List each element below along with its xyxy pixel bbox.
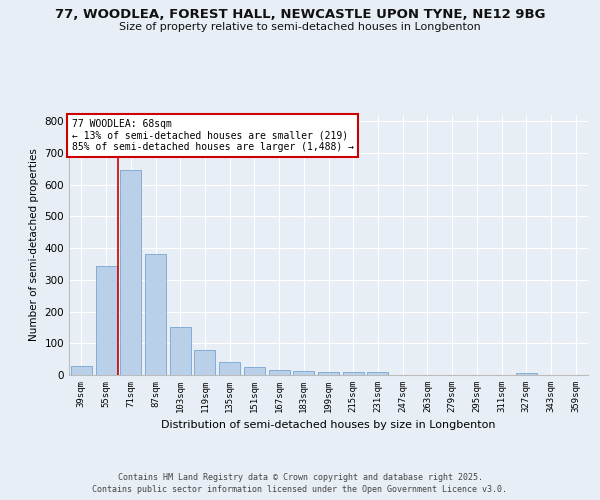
Bar: [194, 350, 215, 375]
X-axis label: Distribution of semi-detached houses by size in Longbenton: Distribution of semi-detached houses by …: [161, 420, 496, 430]
Bar: [145, 254, 166, 375]
Bar: [95, 266, 116, 375]
Bar: [318, 372, 339, 375]
Y-axis label: Number of semi-detached properties: Number of semi-detached properties: [29, 148, 39, 342]
Bar: [343, 372, 364, 375]
Bar: [120, 170, 141, 375]
Text: Size of property relative to semi-detached houses in Longbenton: Size of property relative to semi-detach…: [119, 22, 481, 32]
Bar: [516, 374, 537, 375]
Text: Contains HM Land Registry data © Crown copyright and database right 2025.
Contai: Contains HM Land Registry data © Crown c…: [92, 472, 508, 494]
Bar: [219, 362, 240, 375]
Bar: [170, 327, 191, 375]
Text: 77 WOODLEA: 68sqm
← 13% of semi-detached houses are smaller (219)
85% of semi-de: 77 WOODLEA: 68sqm ← 13% of semi-detached…: [71, 119, 353, 152]
Text: 77, WOODLEA, FOREST HALL, NEWCASTLE UPON TYNE, NE12 9BG: 77, WOODLEA, FOREST HALL, NEWCASTLE UPON…: [55, 8, 545, 20]
Bar: [293, 371, 314, 375]
Bar: [269, 370, 290, 375]
Bar: [244, 368, 265, 375]
Bar: [367, 372, 388, 375]
Bar: [71, 366, 92, 375]
